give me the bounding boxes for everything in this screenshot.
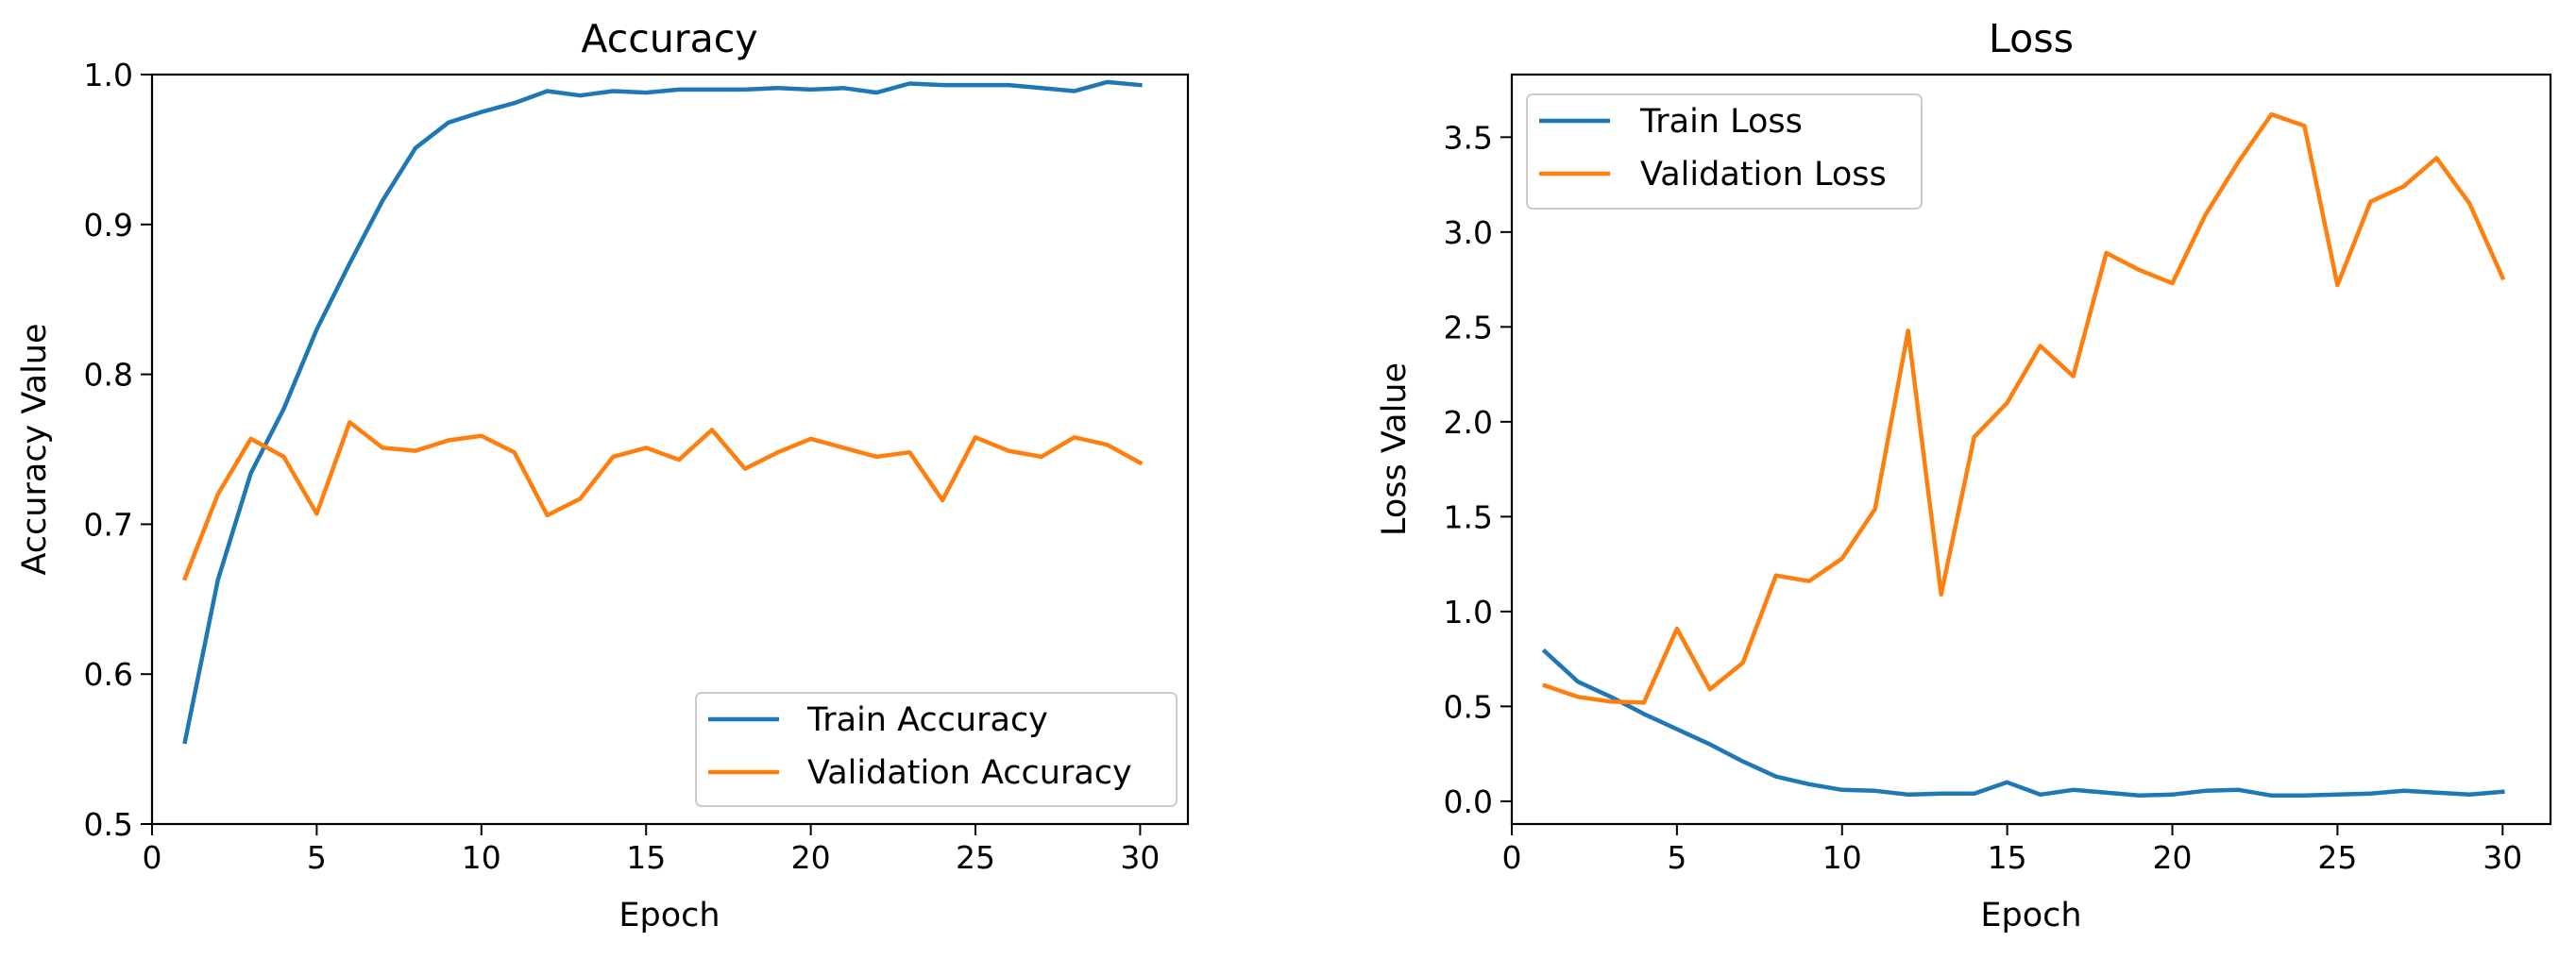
accuracy-subplot: Accuracy 0.5 0.6 0.7 0.8 0.9 1.0 0 5 10 15 20 25 30… bbox=[16, 16, 1190, 934]
loss-series-validation-line bbox=[1542, 111, 2506, 705]
accuracy-ytick-label: 0.6 bbox=[84, 656, 133, 693]
accuracy-ytick-label: 0.9 bbox=[84, 207, 133, 244]
accuracy-legend-box bbox=[695, 692, 1178, 807]
accuracy-xtick-label: 0 bbox=[143, 839, 162, 876]
accuracy-legend: Train Accuracy Validation Accuracy bbox=[695, 692, 1178, 807]
accuracy-ylabel: Accuracy Value bbox=[16, 323, 54, 575]
accuracy-ytick-label: 0.5 bbox=[84, 806, 133, 843]
loss-xtick-label: 5 bbox=[1667, 839, 1686, 876]
accuracy-xtick-label: 10 bbox=[462, 839, 501, 876]
loss-ytick-label: 2.5 bbox=[1444, 309, 1493, 345]
loss-ylabel: Loss Value bbox=[1376, 362, 1414, 536]
accuracy-xtick-label: 25 bbox=[956, 839, 995, 876]
accuracy-legend-label-train: Train Accuracy bbox=[806, 701, 1048, 739]
loss-title: Loss bbox=[1989, 16, 2074, 61]
loss-ytick-label: 0.0 bbox=[1444, 783, 1493, 820]
accuracy-ytick-label: 1.0 bbox=[84, 57, 133, 93]
loss-ytick-label: 1.0 bbox=[1444, 594, 1493, 631]
accuracy-ytick-label: 0.8 bbox=[84, 357, 133, 394]
accuracy-ytick-label: 0.7 bbox=[84, 506, 133, 543]
loss-legend-label-train: Train Loss bbox=[1639, 103, 1803, 141]
accuracy-legend-label-validation: Validation Accuracy bbox=[807, 754, 1132, 792]
loss-legend: Train Loss Validation Loss bbox=[1526, 93, 1923, 210]
loss-legend-label-validation: Validation Loss bbox=[1640, 156, 1887, 193]
accuracy-series-validation-line bbox=[181, 420, 1144, 581]
loss-xtick-label: 0 bbox=[1502, 839, 1522, 876]
loss-xlabel: Epoch bbox=[1980, 897, 2081, 934]
loss-xtick-label: 15 bbox=[1988, 839, 2027, 876]
loss-series-train-line bbox=[1541, 648, 2505, 799]
loss-ytick-label: 2.0 bbox=[1444, 404, 1493, 441]
accuracy-title: Accuracy bbox=[581, 16, 757, 61]
accuracy-plot-frame bbox=[150, 73, 1190, 826]
loss-ytick-label: 3.5 bbox=[1444, 119, 1493, 156]
loss-ytick-label: 3.0 bbox=[1444, 214, 1493, 251]
loss-legend-box bbox=[1526, 93, 1923, 210]
loss-plot-frame bbox=[1510, 73, 2552, 826]
loss-ytick-label: 1.5 bbox=[1444, 498, 1493, 535]
accuracy-xlabel: Epoch bbox=[619, 897, 720, 934]
loss-subplot: Loss 0.0 0.5 1.0 1.5 2.0 2.5 3.0 3.5 0 5 10 15 20 25… bbox=[1376, 16, 2552, 934]
loss-ytick-label: 0.5 bbox=[1444, 688, 1493, 725]
accuracy-series-train-line bbox=[182, 79, 1143, 745]
accuracy-xtick-label: 5 bbox=[307, 839, 327, 876]
loss-xtick-label: 20 bbox=[2153, 839, 2193, 876]
loss-xtick-label: 10 bbox=[1822, 839, 1862, 876]
accuracy-xtick-label: 20 bbox=[791, 839, 831, 876]
accuracy-xtick-label: 15 bbox=[626, 839, 666, 876]
loss-xtick-label: 25 bbox=[2317, 839, 2357, 876]
accuracy-xtick-label: 30 bbox=[1120, 839, 1160, 876]
loss-xtick-label: 30 bbox=[2483, 839, 2522, 876]
